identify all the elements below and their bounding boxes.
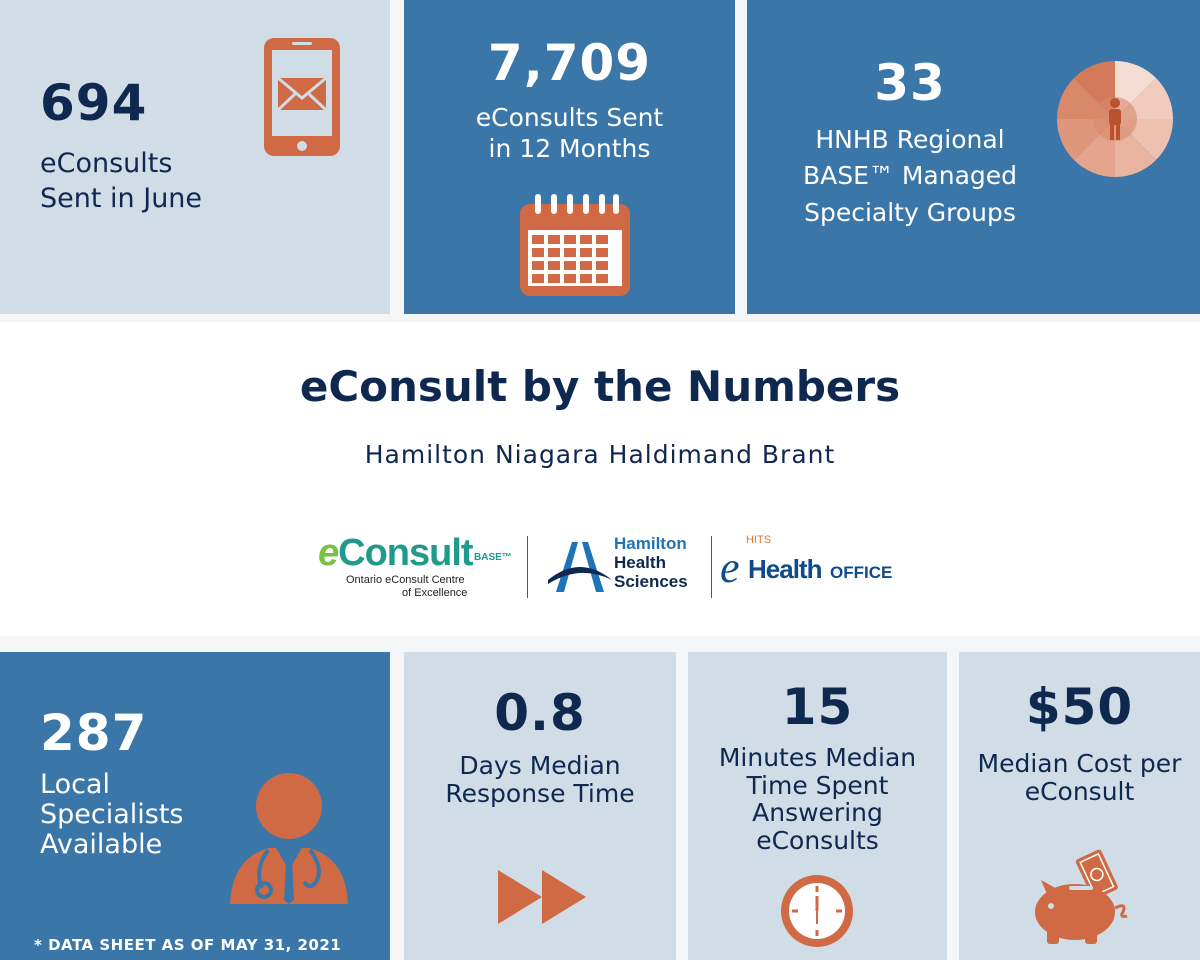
ehealth-health: Health [748,554,822,584]
stat-number: 33 [874,54,946,112]
econsult-logo-word: Consult [338,532,473,574]
stat-label-line: eConsults [40,148,173,179]
tile-response-time: 0.8 Days Median Response Time [404,652,676,960]
piggy-bank-icon [1027,846,1139,946]
stat-label: HNHB Regional BASE™ Managed Specialty Gr… [747,122,1073,231]
footnote: * DATA SHEET AS OF MAY 31, 2021 [34,936,342,954]
stat-label-line: Specialists [40,799,184,831]
fast-forward-icon [496,868,590,926]
stat-number: 694 [40,74,148,132]
stat-label-line: eConsult [1024,776,1135,806]
tile-local-specialists: 287 Local Specialists Available * DATA S… [0,652,390,960]
stat-label-line: Answering [752,798,883,827]
stat-label-line: Local [40,769,110,800]
econsult-logo-e: e [318,532,339,574]
hhs-line2: Health [614,553,666,572]
stat-label: Minutes Median Time Spent Answering eCon… [688,744,947,854]
calendar-icon [518,192,632,298]
page-title: eConsult by the Numbers [299,362,901,411]
stat-label-line: Minutes Median [718,743,917,772]
stat-label: eConsults Sent in June [40,146,202,216]
tile-econsults-june: 694 eConsults Sent in June [0,0,390,314]
phone-mail-icon [262,36,342,158]
stat-label: Local Specialists Available [40,769,184,861]
tile-time-spent: 15 Minutes Median Time Spent Answering e… [688,652,947,960]
doctor-icon [224,770,354,906]
hamilton-health-sciences-logo: Hamilton Health Sciences [546,534,706,598]
econsult-logo-line1: Ontario eConsult Centre [346,574,465,586]
econsult-logo: eConsult BASE™ Ontario eConsult Centre o… [318,532,518,602]
stat-label-line: Time Spent [746,770,889,800]
ehealth-office: OFFICE [830,563,893,582]
ehealth-hits: HITS [746,534,772,546]
stat-number: 15 [781,678,854,736]
hhs-line1: Hamilton [614,534,687,553]
stat-number: 287 [40,704,148,762]
logo-divider [711,536,712,598]
stat-number: $50 [1025,678,1134,736]
stat-label-line: eConsults [756,825,879,855]
stat-label-line: HNHB Regional [815,125,1005,154]
stat-label-line: Median Cost per [977,749,1182,778]
tile-econsults-12-months: 7,709 eConsults Sent in 12 Months [404,0,735,314]
stat-label-line: Specialty Groups [804,197,1016,227]
stat-label-line: eConsults Sent [475,103,664,132]
tile-median-cost: $50 Median Cost per eConsult [959,652,1200,960]
stat-label-line: Days Median [459,751,621,780]
page-subtitle: Hamilton Niagara Haldimand Brant [364,440,836,469]
stat-label-line: in 12 Months [488,134,651,164]
econsult-logo-base: BASE™ [474,552,512,563]
econsult-logo-line2: of Excellence [402,587,468,599]
stat-label: Days Median Response Time [404,752,676,807]
ehealth-e: e [720,543,740,592]
stat-number: 0.8 [494,684,586,742]
stat-number: 7,709 [487,34,652,92]
stat-label: eConsults Sent in 12 Months [404,102,735,165]
ehealth-office-logo: HITS e Health OFFICE [720,532,893,598]
stat-label-line: Response Time [445,778,635,808]
logo-divider [527,536,528,598]
stat-label-line: BASE™ Managed [802,161,1018,191]
hhs-arch-icon [548,542,612,592]
hhs-line3: Sciences [614,572,688,591]
stat-label: Median Cost per eConsult [959,750,1200,805]
specialty-wheel-icon [1056,60,1174,178]
stat-label-line: Available [40,829,163,861]
clock-icon [778,872,856,950]
tile-specialty-groups: 33 HNHB Regional BASE™ Managed Specialty… [747,0,1200,314]
stat-label-line: Sent in June [40,183,203,215]
